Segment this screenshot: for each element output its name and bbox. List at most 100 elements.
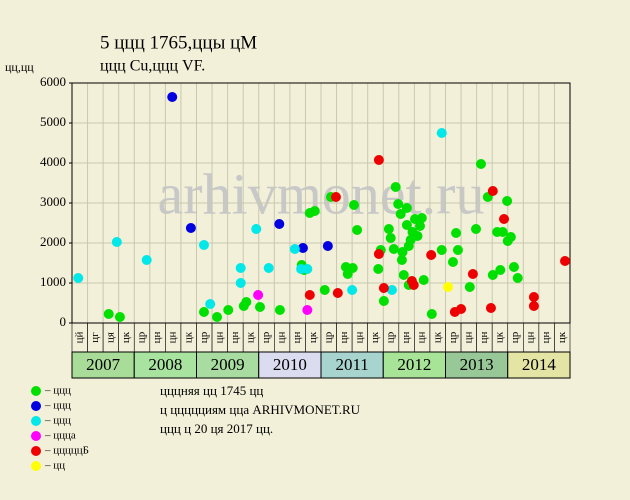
- y-tick-label: 1000: [40, 274, 66, 289]
- point: [416, 213, 427, 223]
- year-label: 2010: [273, 355, 307, 374]
- point: [289, 244, 300, 254]
- point: [263, 263, 274, 273]
- legend-label: – ццц: [44, 385, 71, 397]
- point: [436, 128, 447, 138]
- quarter-label: цг: [89, 332, 101, 343]
- year-label: 2014: [522, 355, 557, 374]
- quarter-label: цн: [540, 332, 552, 344]
- point: [528, 301, 539, 311]
- year-label: 2013: [460, 355, 494, 374]
- point: [385, 233, 396, 243]
- quarter-label: цн: [353, 332, 365, 344]
- point: [241, 297, 252, 307]
- point: [141, 255, 152, 265]
- point: [304, 290, 315, 300]
- y-tick-label: 2000: [40, 234, 66, 249]
- year-label: 2011: [335, 355, 368, 374]
- point: [322, 241, 333, 251]
- note: ццц ц 20 ця 2017 цц.: [160, 421, 273, 436]
- point: [414, 221, 425, 231]
- year-cell: [382, 351, 446, 379]
- point: [205, 299, 216, 309]
- point: [254, 302, 265, 312]
- point: [378, 296, 389, 306]
- quarter-label: цн: [478, 332, 490, 344]
- point: [302, 264, 313, 274]
- point: [330, 192, 341, 202]
- point: [412, 231, 423, 241]
- quarter-label: цк: [120, 331, 132, 343]
- quarter-label: цк: [494, 331, 506, 343]
- quarter-label: цк: [245, 331, 257, 343]
- quarter-label: ця: [104, 332, 116, 343]
- point: [347, 263, 358, 273]
- point: [309, 206, 320, 216]
- point: [495, 265, 506, 275]
- legend-marker: [31, 431, 41, 441]
- legend-label: – ццц: [44, 400, 71, 412]
- quarter-label: цн: [462, 332, 474, 344]
- point: [512, 273, 523, 283]
- y-tick-label: 3000: [40, 194, 66, 209]
- point: [452, 245, 463, 255]
- point: [485, 303, 496, 313]
- point: [528, 292, 539, 302]
- quarter-label: цк: [369, 331, 381, 343]
- legend-marker: [31, 386, 41, 396]
- point: [447, 257, 458, 267]
- point: [223, 305, 234, 315]
- quarter-label: цр: [385, 331, 397, 343]
- point: [456, 304, 467, 314]
- point: [467, 269, 478, 279]
- point: [198, 240, 209, 250]
- y-tick-label: 4000: [40, 154, 66, 169]
- y-tick-label: 5000: [40, 114, 66, 129]
- point: [442, 282, 453, 292]
- point: [393, 199, 404, 209]
- point: [502, 196, 513, 206]
- point: [388, 244, 399, 254]
- point: [235, 263, 246, 273]
- point: [475, 159, 486, 169]
- point: [347, 285, 358, 295]
- point: [487, 186, 498, 196]
- y-tick-label: 0: [60, 314, 67, 329]
- plot-border: [71, 82, 571, 324]
- quarter-label: цр: [260, 331, 272, 343]
- quarter-label: цк: [307, 331, 319, 343]
- point: [464, 282, 475, 292]
- point: [398, 270, 409, 280]
- point: [198, 307, 209, 317]
- quarter-label: цн: [167, 332, 179, 344]
- note: ц ццццциям цца ARHIVMONET.RU: [160, 402, 361, 417]
- point: [383, 224, 394, 234]
- year-cell: [258, 351, 322, 379]
- point: [395, 209, 406, 219]
- point: [302, 305, 313, 315]
- chart-title: 5 ццц 1765,ццы цМ: [100, 32, 257, 53]
- quarter-label: цй: [73, 332, 85, 344]
- point: [408, 280, 419, 290]
- year-label: 2007: [86, 355, 121, 374]
- y-axis-label: цц,цц: [5, 60, 34, 74]
- point: [487, 270, 498, 280]
- legend-marker: [31, 461, 41, 471]
- point: [253, 290, 264, 300]
- quarter-label: цк: [182, 331, 194, 343]
- point: [396, 255, 407, 265]
- point: [274, 305, 285, 315]
- point: [426, 309, 437, 319]
- point: [373, 155, 384, 165]
- legend-marker: [31, 416, 41, 426]
- quarter-label: цр: [136, 331, 148, 343]
- point: [348, 200, 359, 210]
- point: [436, 245, 447, 255]
- point: [471, 224, 482, 234]
- point: [73, 273, 84, 283]
- point: [167, 92, 178, 102]
- quarter-label: цк: [556, 331, 568, 343]
- quarter-label: цр: [447, 331, 459, 343]
- quarter-label: цк: [431, 331, 443, 343]
- point: [386, 285, 397, 295]
